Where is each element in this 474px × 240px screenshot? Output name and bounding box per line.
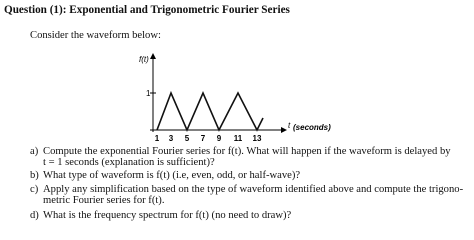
x-tick-label: 5 [185, 134, 190, 143]
intro: Consider the waveform below: [30, 30, 161, 41]
question-text: What is the frequency spectrum for f(t) … [43, 210, 292, 221]
question-text: t = 1 seconds (explanation is sufficient… [43, 157, 215, 168]
x-tick-label: 7 [201, 134, 206, 143]
x-tick-label: 13 [253, 134, 262, 143]
x-tick-label: 9 [217, 134, 222, 143]
x-tick-label: 1 [155, 134, 160, 143]
page: Question (1): Exponential and Trigonomet… [4, 4, 464, 221]
y-label: f(t) [139, 55, 149, 64]
question-text: Apply any simplification based on the ty… [43, 184, 464, 195]
title: Question (1): Exponential and Trigonomet… [4, 4, 290, 16]
x-unit: (seconds) [293, 123, 331, 132]
question-text: What type of waveform is f(t) (i.e, even… [43, 170, 301, 181]
question-label: b) [30, 170, 39, 181]
x-tick-label: 3 [169, 134, 174, 143]
question-label: c) [30, 184, 39, 195]
question-label: a) [30, 146, 39, 157]
x-tick-label: 11 [234, 134, 243, 143]
x-label: t [288, 121, 291, 130]
triangle-wave [156, 90, 264, 133]
waveform-figure: f(t) 1 t (seconds) 1 3 5 7 9 11 13 [139, 53, 331, 143]
y-tick-label: 1 [146, 89, 151, 98]
question-text: Compute the exponential Fourier series f… [43, 146, 451, 157]
question-label: d) [30, 210, 39, 221]
question-text: metric Fourier series for f(t). [43, 195, 165, 206]
